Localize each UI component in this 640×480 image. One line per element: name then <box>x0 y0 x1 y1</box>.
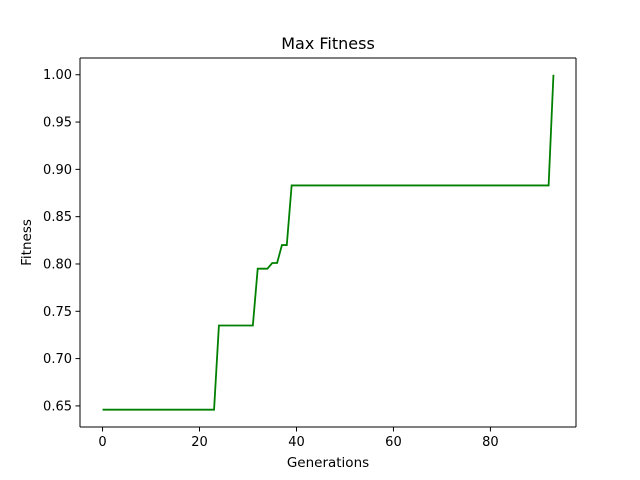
y-tick-label: 0.95 <box>43 116 72 131</box>
x-axis-label: Generations <box>287 455 369 471</box>
plot-area <box>80 58 576 427</box>
y-axis-ticks: 0.65 0.70 0.75 0.80 0.85 0.90 0.95 1.00 <box>43 68 80 414</box>
x-tick-label: 60 <box>385 435 402 450</box>
y-tick-label: 0.90 <box>43 163 72 178</box>
y-tick-label: 0.65 <box>43 399 72 414</box>
fitness-series-line <box>102 74 555 411</box>
x-tick-label: 40 <box>288 435 305 450</box>
plot-background <box>80 58 576 427</box>
y-tick-label: 0.85 <box>43 210 72 225</box>
y-tick-label: 0.75 <box>43 305 72 320</box>
x-tick-label: 20 <box>191 435 208 450</box>
y-axis-label: Fitness <box>19 219 35 266</box>
x-axis-ticks: 0 20 40 60 80 <box>98 427 499 450</box>
y-tick-label: 1.00 <box>43 68 72 83</box>
x-tick-label: 0 <box>98 435 106 450</box>
axes-frame <box>79 57 577 428</box>
y-tick-label: 0.80 <box>43 257 72 272</box>
x-tick-label: 80 <box>482 435 499 450</box>
y-tick-label: 0.70 <box>43 352 72 367</box>
chart-title: Max Fitness <box>281 34 375 53</box>
